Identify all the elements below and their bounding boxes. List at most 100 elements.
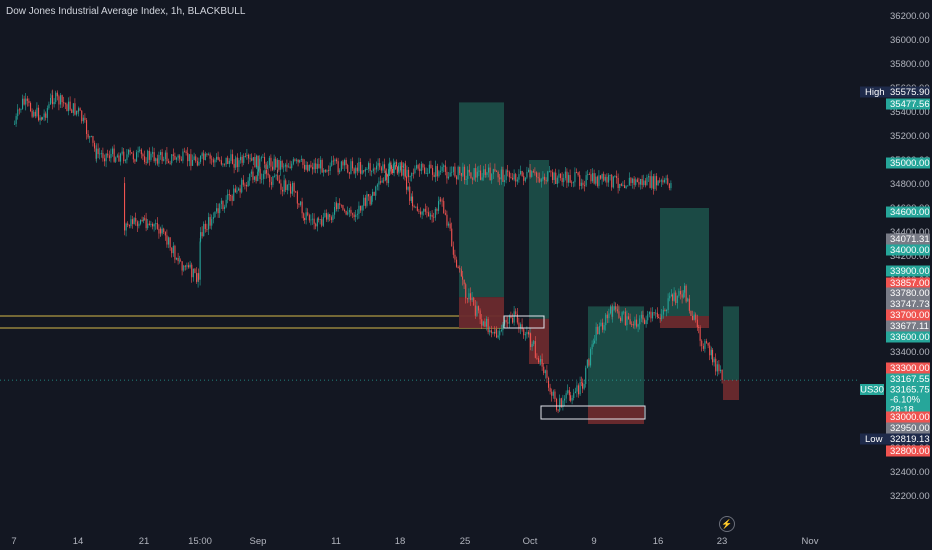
current-price-tag-text: -6.10% [890,395,921,406]
flash-icon[interactable]: ⚡ [719,516,735,532]
candle [371,196,373,205]
candle [404,169,406,177]
position-stop-zone [529,318,549,364]
candle [616,309,618,312]
candle [539,361,541,363]
candle [658,316,660,318]
candle [622,185,624,186]
candle [502,169,504,182]
candle [257,155,259,170]
candle [204,223,206,230]
candle [454,254,456,260]
candle [166,235,168,245]
candle [380,181,382,183]
candle [542,176,544,180]
candle [395,166,397,170]
candle [373,191,375,196]
candle [420,164,422,172]
candle [25,98,27,105]
candle [78,108,80,112]
candle [531,171,533,177]
candle [426,211,428,213]
candle [462,166,464,176]
candle [476,306,478,316]
candle [177,155,179,158]
candle [571,182,573,184]
candle [137,150,139,153]
candle [592,173,594,182]
candle [321,160,323,173]
candle [652,312,654,319]
candle [347,212,349,215]
candle [434,209,436,218]
candle [628,316,630,320]
candle [669,295,671,299]
candle [100,153,102,154]
candle [597,326,599,335]
price-tag [886,265,930,277]
candle [172,245,174,254]
candle [409,176,411,178]
candle [363,170,365,172]
candle [234,188,236,193]
candle [195,156,197,161]
candle [583,384,585,389]
candle [384,164,386,169]
candle [360,205,362,211]
candle [364,169,366,172]
candle [701,340,703,346]
candle [562,400,564,407]
candle [630,177,632,183]
candle [318,218,320,220]
candle [681,294,683,298]
candle [376,165,378,170]
candle [288,183,290,185]
candle [428,164,430,174]
candle [124,160,126,162]
candle [610,306,612,314]
candle [252,157,254,161]
candle [214,211,216,218]
candle [661,314,663,320]
candle [313,218,315,224]
candle [559,398,561,411]
candle [653,312,655,314]
candle [577,172,579,176]
price-tag [886,411,930,423]
candle [643,180,645,186]
candle [356,213,358,215]
candle [324,213,326,218]
candle [573,393,575,399]
candle [337,203,339,210]
price-tag-text: 33700.00 [890,310,930,321]
candle [481,177,483,180]
candle [464,166,466,180]
candle [570,395,572,401]
candle [342,161,344,166]
candle [337,161,339,173]
candle [440,170,442,172]
candle [444,165,446,172]
candle [310,219,312,221]
candle [398,170,400,174]
candle [571,398,573,401]
candle [74,103,76,115]
candle [586,359,588,368]
candle [169,237,171,248]
candle [430,164,432,169]
candle [209,217,211,226]
candle [222,200,224,210]
candle [640,179,642,185]
candle [192,159,194,166]
candle [246,184,248,187]
candle [330,217,332,221]
candle [307,212,309,216]
candle [707,342,709,346]
candle [636,179,638,183]
candle [262,173,264,179]
price-tag [886,331,930,343]
x-tick-label: Oct [523,536,538,547]
x-tick-label: 21 [139,536,150,547]
candle [124,183,126,231]
